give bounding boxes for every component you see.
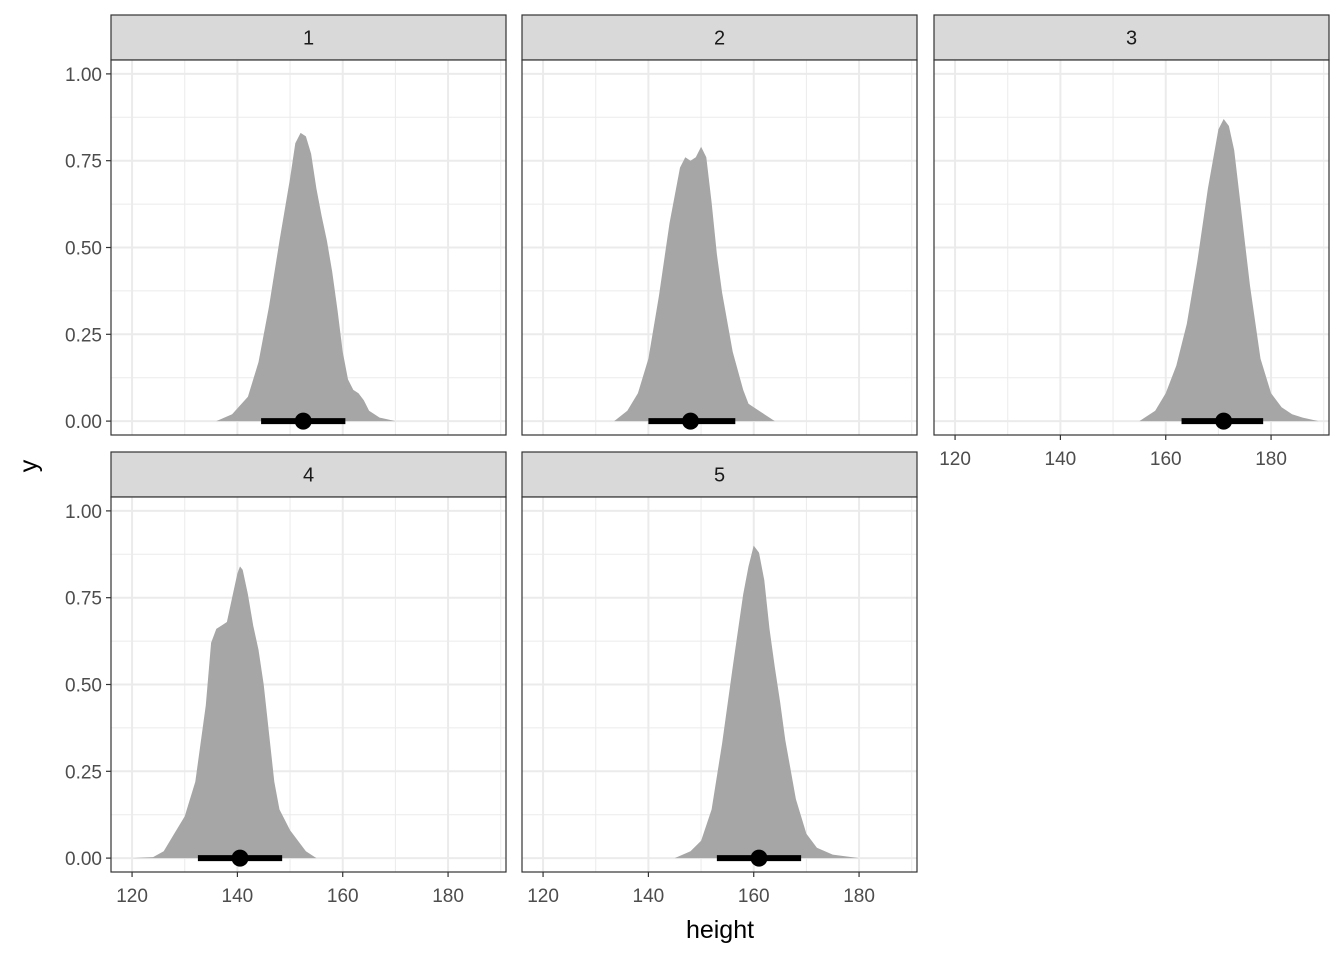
y-tick-label: 1.00 [65,502,102,523]
y-tick-label: 1.00 [65,65,102,86]
facet-panel-4: 4 0.00 0.25 0.50 0.75 1.00 120 140 160 180 [65,451,507,907]
facet-panel-2: 2 [521,14,918,436]
y-tick-label: 0.00 [65,412,102,433]
x-tick-label: 120 [116,886,148,907]
y-tick-label: 0.75 [65,589,102,610]
strip-label: 5 [714,465,725,487]
x-axis-title: height [686,916,754,944]
point-estimate [294,412,312,430]
x-tick-label: 180 [432,886,464,907]
strip-label: 3 [1126,28,1137,50]
y-tick-label: 0.25 [65,762,102,783]
x-tick-label: 160 [327,886,359,907]
x-tick-label: 140 [1045,449,1077,470]
x-tick-label: 180 [1255,449,1287,470]
y-tick-label: 0.50 [65,676,102,697]
x-tick-label: 140 [222,886,254,907]
y-tick-label: 0.00 [65,849,102,870]
point-estimate [1215,412,1233,430]
strip-background [933,14,1330,61]
density-area [1139,119,1319,422]
x-tick-label: 120 [527,886,559,907]
facet-panel-5: 5 120 140 160 180 [521,451,918,907]
x-tick-label: 120 [939,449,971,470]
density-area [216,132,396,422]
density-area [674,545,860,859]
panel-border [521,496,918,873]
panels-layer: 1 0.00 0.25 0.50 0.75 1.00 2 3 120 140 160 180 4 0.00… [65,14,1330,907]
point-estimate [750,849,768,867]
strip-background [110,14,507,61]
strip-label: 4 [303,465,314,487]
panel-border [933,59,1330,436]
x-tick-label: 160 [738,886,770,907]
strip-label: 1 [303,28,314,50]
strip-background [110,451,507,498]
point-estimate [682,412,700,430]
point-estimate [231,849,249,867]
facet-panel-1: 1 0.00 0.25 0.50 0.75 1.00 [65,14,507,436]
x-tick-label: 180 [843,886,875,907]
y-tick-label: 0.25 [65,325,102,346]
y-axis-title: y [15,459,43,472]
density-area [614,146,775,422]
y-tick-label: 0.50 [65,239,102,260]
density-area [132,566,317,859]
x-tick-label: 140 [633,886,665,907]
strip-label: 2 [714,28,725,50]
panel-border [521,59,918,436]
x-tick-label: 160 [1150,449,1182,470]
y-tick-label: 0.75 [65,152,102,173]
facet-panel-3: 3 120 140 160 180 [933,14,1330,470]
